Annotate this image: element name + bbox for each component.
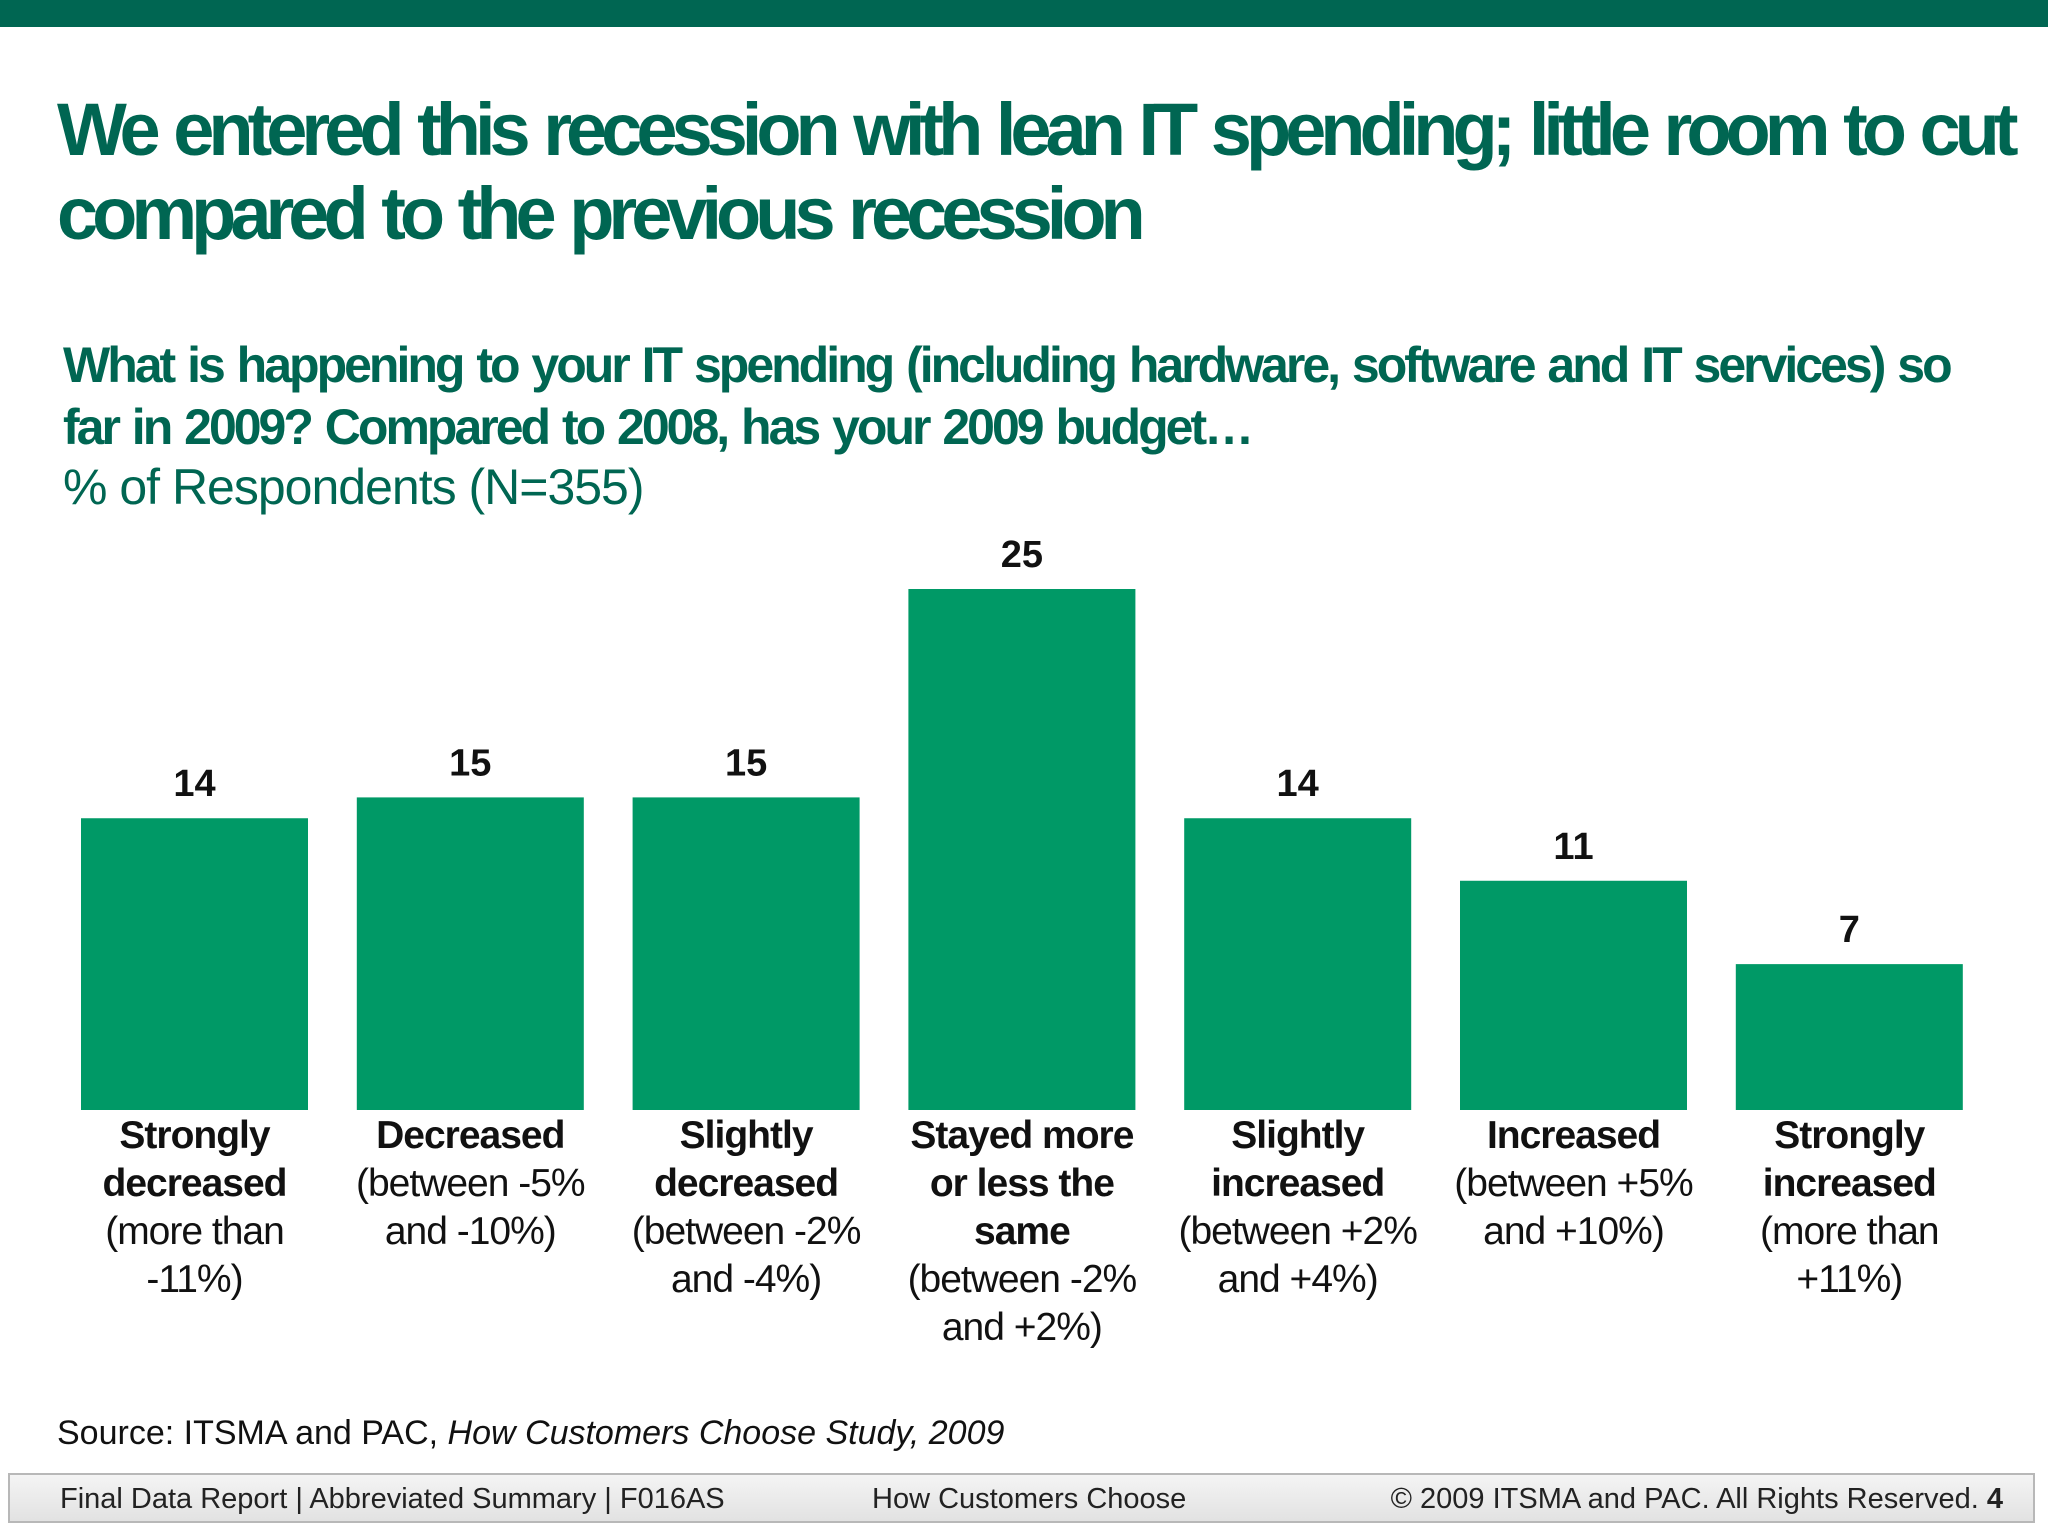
category-label-range-line: (between +2% (1178, 1210, 1417, 1253)
footer-left: Final Data Report | Abbreviated Summary … (60, 1483, 725, 1515)
category-label-range-line: +11%) (1796, 1258, 1903, 1301)
data-label-2: 15 (725, 742, 767, 784)
category-label-bold-line: increased (1211, 1162, 1385, 1205)
unit-label: % of Respondents (N=355) (63, 459, 645, 515)
bar-4 (1184, 818, 1412, 1110)
source-prefix: Source: ITSMA and PAC, (57, 1414, 448, 1452)
category-label-range-line: (between -5% (355, 1162, 586, 1205)
category-label-bold-line: same (974, 1210, 1071, 1253)
category-label-bold-line: increased (1762, 1162, 1937, 1205)
data-label-4: 14 (1277, 763, 1319, 805)
page-number: 4 (1986, 1483, 2003, 1515)
source-note: Source: ITSMA and PAC, How Customers Cho… (57, 1414, 1004, 1453)
bar-1 (356, 797, 584, 1110)
slide-title: We entered this recession with lean IT s… (57, 88, 2019, 255)
category-label-range-line: (more than (105, 1210, 285, 1253)
category-label-bold-line: Slightly (679, 1114, 814, 1157)
data-label-3: 25 (1001, 534, 1043, 576)
bar-0 (81, 818, 308, 1110)
category-label-range-line: and +2%) (941, 1306, 1103, 1349)
bar-chart: 14 15 15 25 14 11 7 (81, 534, 1963, 1110)
source-title: How Customers Choose Study, 2009 (447, 1414, 1005, 1452)
category-label-range-line: -11%) (146, 1258, 243, 1301)
bar-2 (632, 797, 860, 1110)
category-label-bold-line: Slightly (1231, 1114, 1365, 1157)
category-label-bold-line: Strongly (119, 1114, 270, 1157)
category-label-range-line: and +4%) (1217, 1258, 1379, 1301)
bar-3 (908, 589, 1136, 1110)
category-label-1: Decreased (between -5% and -10%) (335, 1112, 605, 1256)
data-label-0: 14 (173, 763, 215, 805)
category-label-range-line: (between -2% (907, 1258, 1138, 1301)
category-label-bold-line: decreased (102, 1162, 288, 1205)
footer-right: © 2009 ITSMA and PAC. All Rights Reserve… (1391, 1483, 2003, 1516)
category-label-range-line: and -4%) (670, 1258, 822, 1301)
footer-bar: Final Data Report | Abbreviated Summary … (8, 1473, 2035, 1523)
category-label-bold-line: Strongly (1774, 1114, 1925, 1157)
category-label-bold-line: Increased (1486, 1114, 1661, 1157)
category-label-bold-line: or less the (929, 1162, 1115, 1205)
category-label-bold-line: Decreased (376, 1114, 565, 1157)
bar-5 (1460, 880, 1687, 1110)
data-label-5: 11 (1553, 826, 1593, 868)
category-label-0: Strongly decreased (more than -11%) (60, 1112, 330, 1304)
footer-center: How Customers Choose (872, 1483, 1187, 1515)
category-label-5: Increased (between +5% and +10%) (1439, 1112, 1709, 1256)
category-label-3: Stayed more or less the same (between -2% an… (887, 1112, 1157, 1352)
category-label-range-line: (more than (1760, 1210, 1940, 1253)
bar-6 (1735, 964, 1963, 1110)
category-label-bold-line: Stayed more (910, 1114, 1134, 1157)
category-label-range-line: and -10%) (384, 1210, 557, 1253)
data-label-1: 15 (449, 742, 491, 784)
top-brand-bar (0, 0, 2048, 27)
category-label-range-line: (between +5% (1454, 1162, 1693, 1205)
category-label-4: Slightly increased (between +2% and +4%) (1163, 1112, 1433, 1304)
category-label-range-line: and +10%) (1483, 1210, 1665, 1253)
category-label-2: Slightly decreased (between -2% and -4%) (611, 1112, 881, 1304)
category-label-6: Strongly increased (more than +11%) (1714, 1112, 1984, 1304)
category-label-bold-line: decreased (654, 1162, 839, 1205)
data-label-6: 7 (1839, 909, 1860, 951)
survey-question: What is happening to your IT spending (i… (63, 337, 1953, 455)
footer-copyright: © 2009 ITSMA and PAC. All Rights Reserve… (1390, 1483, 1979, 1515)
category-label-range-line: (between -2% (631, 1210, 862, 1253)
